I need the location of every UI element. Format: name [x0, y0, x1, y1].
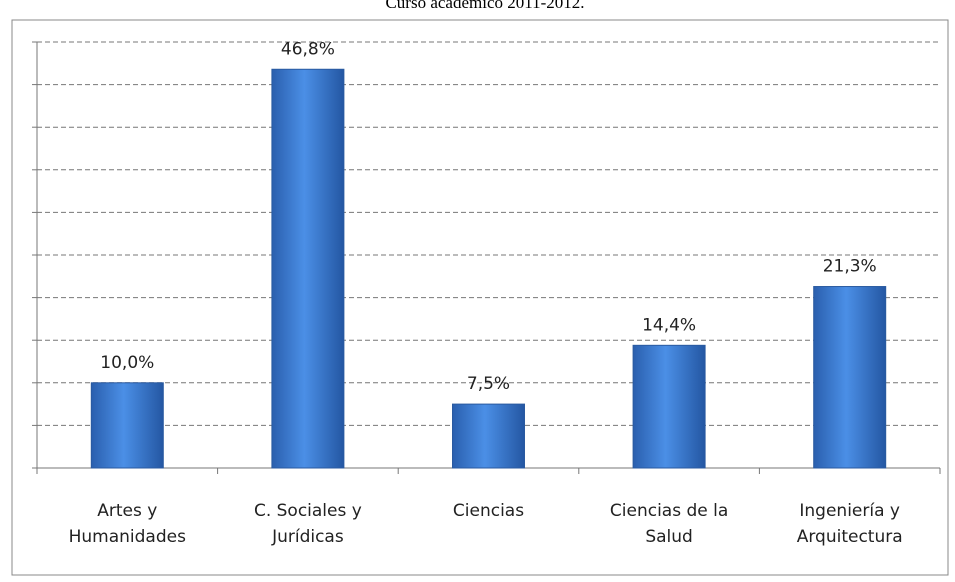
x-tick-label: Ciencias	[452, 501, 525, 521]
value-label: 14,4%	[642, 315, 696, 335]
x-tick-label: Ingeniería y Arquitectura	[796, 501, 903, 547]
value-label: 7,5%	[467, 374, 510, 394]
bar	[632, 344, 706, 469]
value-label: 10,0%	[100, 353, 154, 373]
bar	[271, 68, 345, 469]
x-tick-label: Ciencias de la Salud	[609, 501, 729, 547]
x-tick-label: Artes y Humanidades	[68, 501, 186, 547]
bar	[90, 382, 164, 469]
x-tick-label: C. Sociales y Jurídicas	[253, 501, 362, 547]
chart-title: Curso académico 2011-2012.	[385, 0, 584, 12]
value-label: 21,3%	[823, 257, 877, 277]
bar	[813, 286, 887, 469]
bar	[452, 403, 525, 469]
value-label: 46,8%	[281, 39, 335, 59]
